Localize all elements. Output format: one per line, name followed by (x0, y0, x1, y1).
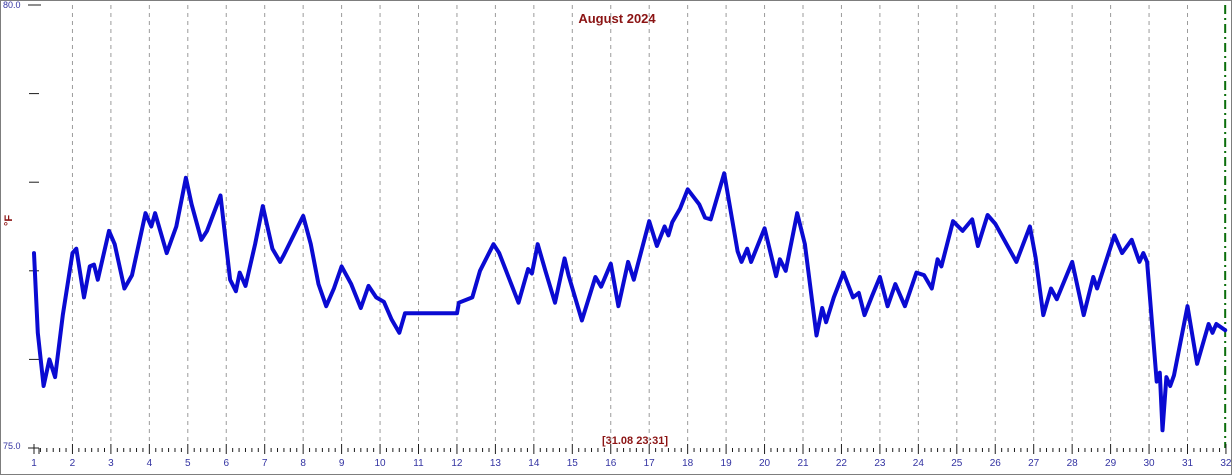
chart-title: August 2024 (578, 11, 656, 26)
x-axis-day-label: 22 (836, 458, 848, 469)
y-axis-max-label: 80.0 (3, 0, 21, 10)
x-axis-day-label: 13 (490, 458, 502, 469)
y-axis-min-label: 75.0 (3, 441, 21, 451)
x-axis-day-label: 7 (262, 458, 268, 469)
temperature-line (32, 171, 1228, 433)
x-axis-day-label: 32 (1220, 458, 1232, 469)
x-axis-day-label: 16 (605, 458, 617, 469)
x-axis-day-label: 10 (374, 458, 386, 469)
x-axis-day-label: 21 (797, 458, 809, 469)
x-axis-day-label: 8 (300, 458, 306, 469)
x-axis-day-label: 31 (1182, 458, 1194, 469)
x-axis-day-label: 25 (951, 458, 963, 469)
x-axis-day-label: 9 (339, 458, 345, 469)
x-axis-day-label: 15 (567, 458, 579, 469)
x-axis-day-label: 20 (759, 458, 771, 469)
x-axis-day-label: 26 (990, 458, 1002, 469)
x-axis-day-label: 27 (1028, 458, 1040, 469)
x-axis-day-label: 14 (528, 458, 540, 469)
x-axis-day-label: 23 (874, 458, 886, 469)
x-axis-day-label: 12 (451, 458, 463, 469)
x-axis-day-label: 29 (1105, 458, 1117, 469)
time-cursor-label: [31.08 23:31] (601, 435, 669, 447)
x-axis-day-label: 3 (108, 458, 114, 469)
x-axis-day-label: 17 (644, 458, 656, 469)
x-axis-day-label: 18 (682, 458, 694, 469)
x-axis-day-label: 19 (721, 458, 733, 469)
x-axis-day-label: 30 (1143, 458, 1155, 469)
x-axis-day-label: 24 (913, 458, 925, 469)
x-axis-day-label: 1 (31, 458, 37, 469)
x-axis-day-label: 28 (1067, 458, 1079, 469)
x-axis-day-label: 4 (147, 458, 153, 469)
x-axis-day-label: 11 (413, 458, 424, 469)
x-axis-day-label: 2 (70, 458, 76, 469)
x-axis-day-label: 5 (185, 458, 191, 469)
x-axis-day-label: 6 (223, 458, 229, 469)
